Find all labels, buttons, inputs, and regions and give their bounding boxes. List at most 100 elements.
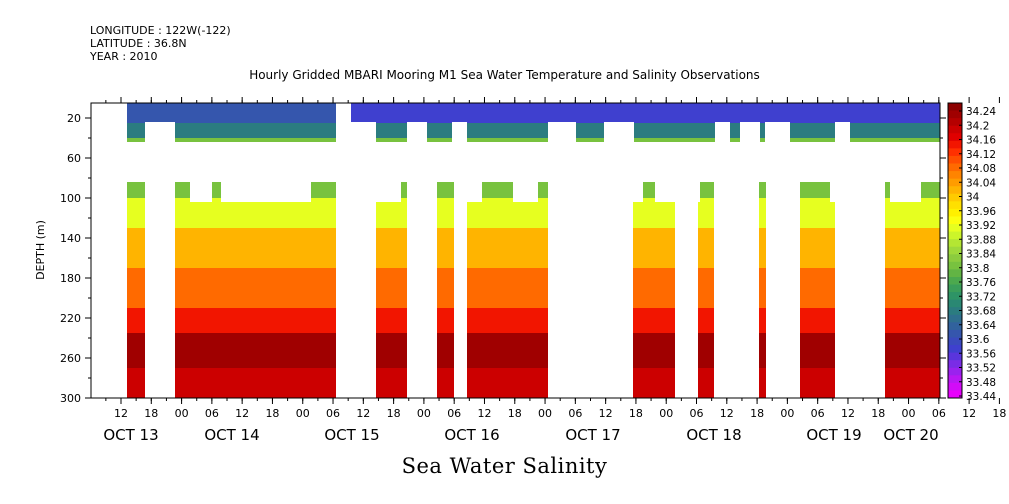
x-hour-tick-label: 06 xyxy=(811,407,825,420)
heatmap-band xyxy=(91,378,940,384)
heatmap-band xyxy=(91,313,940,319)
colorbar-swatch xyxy=(948,254,962,263)
missing-data-mask xyxy=(675,142,698,398)
x-hour-tick-label: 00 xyxy=(902,407,916,420)
missing-data-mask xyxy=(190,182,212,202)
x-hour-tick-label: 12 xyxy=(356,407,370,420)
colorbar-swatch xyxy=(948,382,962,391)
latitude-label: LATITUDE : 36.8N xyxy=(90,37,187,50)
colorbar-swatch xyxy=(948,171,962,180)
colorbar-swatch xyxy=(948,110,962,119)
y-tick-label: 20 xyxy=(67,112,81,125)
colorbar-label: 33.64 xyxy=(966,320,996,332)
x-hour-tick-label: 06 xyxy=(932,407,946,420)
heatmap-band xyxy=(91,263,940,269)
y-tick-label: 220 xyxy=(60,312,81,325)
heatmap-band xyxy=(91,283,940,289)
colorbar-swatch xyxy=(948,345,962,354)
heatmap-band xyxy=(91,133,940,139)
colorbar-swatch xyxy=(948,284,962,293)
x-hour-tick-label: 18 xyxy=(265,407,279,420)
x-hour-tick-label: 00 xyxy=(659,407,673,420)
x-hour-tick-label: 00 xyxy=(538,407,552,420)
x-hour-tick-label: 18 xyxy=(992,407,1006,420)
y-tick-label: 100 xyxy=(60,192,81,205)
chart-title: Hourly Gridded MBARI Mooring M1 Sea Wate… xyxy=(249,68,760,82)
year-label: YEAR : 2010 xyxy=(90,50,158,63)
colorbar-swatch xyxy=(948,224,962,233)
y-tick-label: 260 xyxy=(60,352,81,365)
heatmap-band xyxy=(91,298,940,304)
colorbar-swatch xyxy=(948,322,962,331)
colorbar-swatch xyxy=(948,269,962,278)
missing-data-mask xyxy=(91,142,940,182)
x-day-label: OCT 15 xyxy=(324,426,379,444)
colorbar-label: 33.6 xyxy=(966,334,990,346)
x-day-label: OCT 17 xyxy=(565,426,620,444)
x-hour-tick-label: 06 xyxy=(568,407,582,420)
heatmap-band xyxy=(91,353,940,359)
missing-data-mask xyxy=(765,122,790,142)
colorbar-label: 33.68 xyxy=(966,306,996,318)
missing-data-mask xyxy=(376,182,401,202)
heatmap-band xyxy=(91,358,940,364)
missing-data-mask xyxy=(513,182,538,202)
colorbar-swatch xyxy=(948,186,962,195)
x-day-label: OCT 19 xyxy=(806,426,861,444)
heatmap-band xyxy=(91,383,940,389)
colorbar-swatch xyxy=(948,155,962,165)
heatmap-band xyxy=(91,228,940,234)
heatmap-band xyxy=(91,328,940,334)
colorbar-label: 33.92 xyxy=(966,220,996,232)
colorbar-swatch xyxy=(948,246,962,255)
heatmap-band xyxy=(91,203,940,209)
colorbar-swatch xyxy=(948,307,962,316)
colorbar-label: 33.52 xyxy=(966,363,996,375)
x-hour-tick-label: 00 xyxy=(296,407,310,420)
heatmap-band xyxy=(91,368,940,374)
heatmap-band xyxy=(91,123,940,129)
colorbar-swatch xyxy=(948,352,962,361)
x-day-label: OCT 20 xyxy=(883,426,938,444)
heatmap-band xyxy=(91,278,940,284)
heatmap-band xyxy=(91,293,940,299)
y-tick-label: 60 xyxy=(67,152,81,165)
missing-data-mask xyxy=(633,182,643,202)
x-hour-tick-label: 18 xyxy=(750,407,764,420)
missing-data-mask xyxy=(454,142,467,398)
colorbar-swatch xyxy=(948,314,962,323)
colorbar-swatch xyxy=(948,329,962,338)
missing-data-mask xyxy=(835,122,850,142)
missing-data-mask xyxy=(766,142,800,398)
x-hour-tick-label: 00 xyxy=(417,407,431,420)
x-axis-label: Sea Water Salinity xyxy=(401,454,608,478)
colorbar-label: 34.12 xyxy=(966,149,996,161)
heatmap-band xyxy=(91,323,940,329)
missing-data-mask xyxy=(715,122,730,142)
heatmap-band xyxy=(91,253,940,259)
missing-data-mask xyxy=(548,122,576,142)
missing-data-mask xyxy=(548,142,633,398)
x-hour-tick-label: 12 xyxy=(599,407,613,420)
heatmap-band xyxy=(91,288,940,294)
x-hour-tick-label: 12 xyxy=(235,407,249,420)
colorbar-swatch xyxy=(948,118,962,127)
missing-data-areas xyxy=(91,103,940,398)
heatmap-band xyxy=(91,128,940,134)
x-day-label: OCT 14 xyxy=(204,426,259,444)
x-hour-tick-label: 18 xyxy=(629,407,643,420)
x-hour-tick-label: 00 xyxy=(175,407,189,420)
x-hour-tick-label: 18 xyxy=(387,407,401,420)
heatmap-band xyxy=(91,303,940,309)
missing-data-mask xyxy=(714,142,759,398)
missing-data-mask xyxy=(890,182,896,202)
colorbar-label: 33.76 xyxy=(966,277,996,289)
colorbar-swatch xyxy=(948,216,962,225)
x-day-label: OCT 18 xyxy=(686,426,741,444)
colorbar-swatch xyxy=(948,292,962,301)
colorbar-swatch xyxy=(948,239,962,248)
missing-data-mask xyxy=(221,182,311,202)
colorbar-swatch xyxy=(948,125,962,134)
heatmap-band xyxy=(91,393,940,398)
